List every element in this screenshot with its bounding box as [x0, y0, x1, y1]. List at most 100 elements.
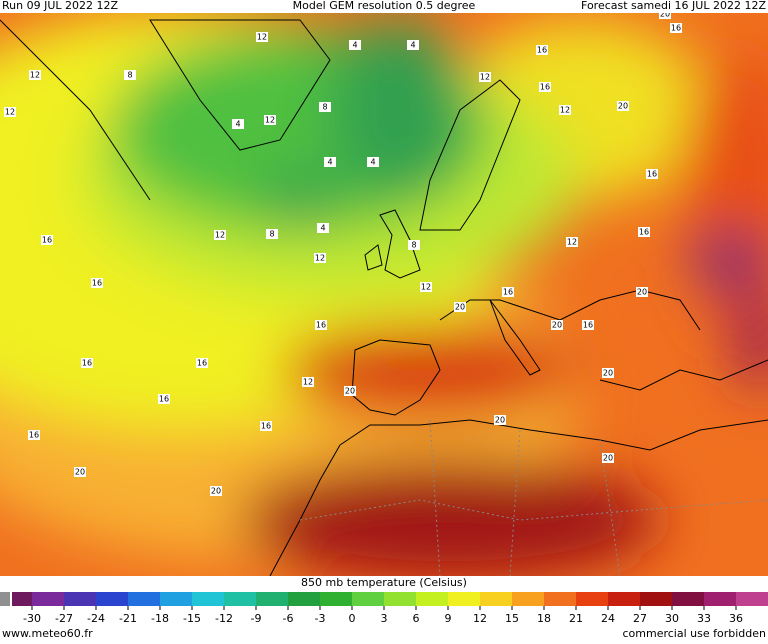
colorbar-tick-label: -9	[251, 612, 262, 625]
contour-label: 16	[29, 431, 39, 440]
contour-label: 12	[421, 283, 431, 292]
contour-label: 4	[352, 41, 357, 50]
contour-label: 12	[315, 254, 325, 263]
contour-label: 16	[42, 236, 52, 245]
contour-label-box	[315, 320, 327, 330]
contour-label-box	[91, 278, 103, 288]
contour-label-box	[367, 157, 379, 167]
notice-label: commercial use forbidden	[623, 627, 767, 640]
colorbar-segment	[128, 592, 160, 606]
colorbar-segment	[736, 592, 768, 606]
contour-label-box	[479, 72, 491, 82]
colorbar-tick-label: -18	[151, 612, 169, 625]
site-label: www.meteo60.fr	[2, 627, 93, 640]
contour-label-box	[28, 430, 40, 440]
contour-label: 20	[211, 487, 221, 496]
model-label: Model GEM resolution 0.5 degree	[293, 0, 476, 12]
contour-label: 12	[257, 33, 267, 42]
contour-label: 8	[269, 230, 274, 239]
colorbar-tick-label: 6	[413, 612, 420, 625]
colorbar-tick-label: -27	[55, 612, 73, 625]
contour-label: 12	[303, 378, 313, 387]
contour-label-box	[582, 320, 594, 330]
contour-label-box	[81, 358, 93, 368]
colorbar-segment	[544, 592, 576, 606]
colorbar-tick-label: 15	[505, 612, 519, 625]
contour-label: 8	[127, 71, 132, 80]
colorbar-tick-label: 33	[697, 612, 711, 625]
contour-label-box	[256, 32, 268, 42]
colorbar-segment	[480, 592, 512, 606]
contour-label: 12	[560, 106, 570, 115]
contour-label-box	[317, 223, 329, 233]
contour-label: 20	[75, 468, 85, 477]
colorbar-segment	[96, 592, 128, 606]
contour-label: 20	[455, 303, 465, 312]
colorbar-tick-label: -12	[215, 612, 233, 625]
contour-label: 16	[647, 170, 657, 179]
colorbar-title: 850 mb temperature (Celsius)	[301, 576, 467, 589]
colorbar-segment	[64, 592, 96, 606]
contour-label-box	[266, 229, 278, 239]
contour-label-box	[670, 23, 682, 33]
colorbar-segment	[288, 592, 320, 606]
contour-label-box	[551, 320, 563, 330]
contour-label-box	[646, 169, 658, 179]
contour-label-box	[314, 253, 326, 263]
contour-label: 16	[639, 228, 649, 237]
colorbar-segment	[640, 592, 672, 606]
borders	[299, 419, 768, 576]
colorbar-tick-label: -30	[23, 612, 41, 625]
colorbar-tick-label: 36	[729, 612, 743, 625]
contour-label-box	[659, 13, 671, 19]
contour-label: 16	[540, 83, 550, 92]
contour-label-box	[210, 486, 222, 496]
contour-label-box	[349, 40, 361, 50]
contour-label: 16	[671, 24, 681, 33]
contour-label-box	[502, 287, 514, 297]
contour-label-box	[638, 227, 650, 237]
contour-label: 16	[82, 359, 92, 368]
contour-label: 20	[660, 10, 670, 19]
colorbar-segment	[448, 592, 480, 606]
forecast-label: Forecast samedi 16 JUL 2022 12Z	[581, 0, 766, 12]
colorbar-segment	[320, 592, 352, 606]
colorbar-tick-label: 27	[633, 612, 647, 625]
contour-label: 4	[410, 41, 415, 50]
contour-label-box	[494, 415, 506, 425]
contour-label-box	[454, 302, 466, 312]
colorbar: -30 -27 -24 -21 -18 -15 -12 -9 -6 -3 0 3 6 9 12 15 18 21 2…	[0, 592, 768, 625]
contour-label: 4	[327, 158, 332, 167]
contour-label-box	[407, 40, 419, 50]
colorbar-segment	[12, 592, 32, 606]
contour-label-box	[214, 230, 226, 240]
contour-label-box	[302, 377, 314, 387]
colorbar-segment	[224, 592, 256, 606]
contour-label-box	[264, 115, 276, 125]
colorbar-segment	[192, 592, 224, 606]
colorbar-tick-label: -21	[119, 612, 137, 625]
contour-label: 4	[235, 120, 240, 129]
colorbar-segment	[384, 592, 416, 606]
colorbar-tick-label: -3	[315, 612, 326, 625]
contour-label: 16	[503, 288, 513, 297]
contour-label: 16	[316, 321, 326, 330]
contour-label: 16	[583, 321, 593, 330]
contour-label-box	[41, 235, 53, 245]
contour-label-box	[602, 368, 614, 378]
contour-label: 8	[322, 103, 327, 112]
colorbar-segment	[352, 592, 384, 606]
colorbar-tick-label: -15	[183, 612, 201, 625]
colorbar-segment	[160, 592, 192, 606]
contour-label: 8	[411, 241, 416, 250]
colorbar-segment	[672, 592, 704, 606]
colorbar-title-band	[0, 576, 768, 590]
colorbar-segment	[416, 592, 448, 606]
contour-label-box	[124, 70, 136, 80]
contour-label-box	[4, 107, 16, 117]
contour-label: 20	[637, 288, 647, 297]
colorbar-segment	[32, 592, 64, 606]
contour-label: 12	[567, 238, 577, 247]
